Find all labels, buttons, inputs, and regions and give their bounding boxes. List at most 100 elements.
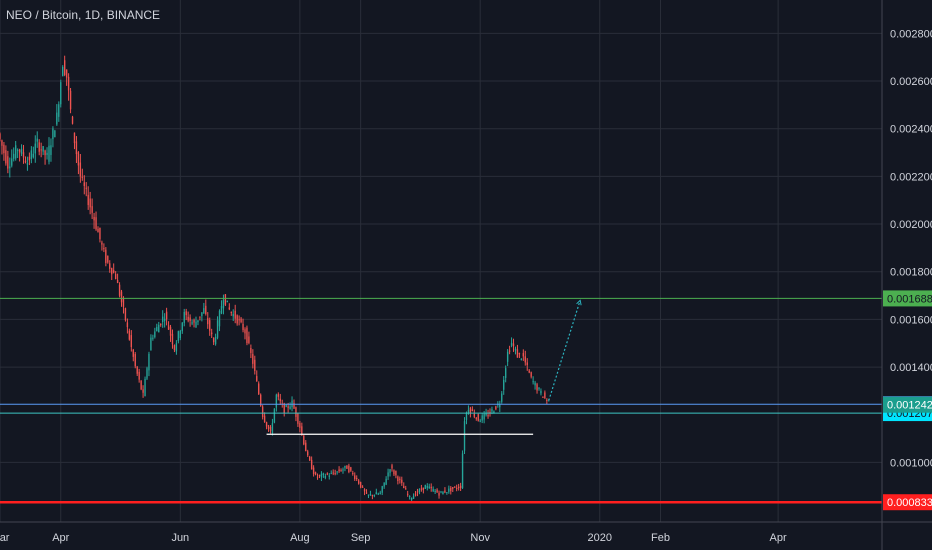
candle-body — [58, 104, 60, 117]
candle-body — [244, 329, 246, 334]
candle-body — [342, 469, 344, 471]
candle-body — [52, 128, 54, 140]
candle-body — [95, 217, 97, 230]
candle-body — [179, 330, 182, 339]
candle-body — [14, 145, 17, 159]
candle-body — [365, 492, 368, 494]
candle-body — [452, 487, 454, 489]
candle-body — [375, 492, 378, 495]
candle-body — [401, 479, 403, 483]
candle-body — [67, 76, 70, 91]
candle-body — [185, 311, 187, 316]
candle-body — [448, 488, 450, 492]
candle-body — [330, 473, 332, 475]
y-tick-label: 0.002800 — [890, 28, 932, 40]
candle-body — [175, 343, 178, 352]
candle-body — [273, 408, 276, 423]
candle-body — [193, 319, 195, 323]
candle-body — [379, 492, 381, 494]
candle-body — [42, 146, 44, 152]
candle-body — [252, 354, 254, 364]
candle-body — [36, 138, 38, 142]
candle-body — [344, 465, 346, 468]
candle-body — [469, 407, 472, 414]
candle-body — [26, 163, 29, 165]
candle-body — [205, 305, 207, 314]
forecast-line[interactable] — [548, 300, 581, 401]
y-tick-label: 0.001000 — [890, 457, 932, 469]
candle-body — [405, 488, 407, 490]
candle-body — [89, 198, 91, 208]
candle-body — [430, 486, 432, 489]
candle-body — [277, 394, 280, 397]
candle-body — [377, 493, 379, 495]
candle-body — [28, 156, 31, 161]
candle-body — [454, 486, 456, 488]
candle-body — [50, 145, 52, 155]
candle-body — [218, 310, 221, 327]
candle-body — [203, 308, 205, 314]
candle-body — [261, 406, 264, 417]
x-tick-label: Jun — [171, 532, 189, 544]
candle-body — [228, 307, 231, 310]
candle-body — [97, 228, 99, 233]
candle-body — [152, 337, 154, 339]
candle-body — [324, 475, 327, 478]
candle-body — [408, 496, 411, 498]
candle-body — [201, 312, 203, 317]
price-axis[interactable]: 0.002800 0.002600 0.002400 0.002200 0.002000… — [890, 28, 932, 469]
candle-body — [483, 413, 485, 420]
grid-layer — [0, 0, 882, 522]
candle-body — [440, 491, 442, 493]
candle-body — [75, 141, 78, 155]
candle-body — [303, 435, 305, 445]
candle-body — [491, 409, 493, 412]
y-tick-label: 0.001800 — [890, 267, 932, 279]
x-tick-label: Aug — [290, 532, 310, 544]
candle-body — [107, 255, 109, 263]
candle-body — [508, 350, 511, 352]
candle-body — [16, 149, 19, 151]
candle-body — [438, 492, 440, 496]
candle-body — [197, 320, 199, 323]
candle-body — [238, 319, 240, 321]
candle-body — [271, 423, 274, 434]
candle-body — [285, 405, 287, 407]
candle-body — [99, 227, 101, 240]
candle-body — [397, 476, 399, 482]
x-tick-label: Apr — [52, 532, 69, 544]
candle-body — [130, 335, 133, 348]
candle-body — [242, 323, 244, 331]
candle-body — [22, 152, 25, 158]
y-tick-label: 0.001400 — [890, 362, 932, 374]
candle-body — [403, 486, 405, 489]
candle-body — [138, 371, 140, 380]
candle-body — [34, 143, 36, 154]
candle-body — [540, 390, 542, 394]
candle-body — [426, 485, 428, 488]
candle-body — [459, 485, 462, 489]
candle-body — [371, 495, 374, 497]
candle-body — [544, 392, 546, 398]
candle-body — [65, 69, 68, 78]
candle-body — [112, 270, 115, 273]
candle-body — [142, 389, 144, 393]
candle-body — [85, 187, 87, 189]
time-axis[interactable]: Mar Apr Jun Aug Sep Nov 2020 Feb Apr — [0, 532, 787, 544]
candle-body — [357, 480, 360, 484]
candle-body — [156, 326, 158, 331]
candle-body — [5, 150, 7, 164]
candle-body — [161, 316, 164, 323]
candle-body — [446, 492, 448, 494]
candle-body — [420, 488, 423, 490]
candle-body — [393, 470, 395, 475]
candle-body — [91, 206, 93, 213]
candle-body — [124, 308, 127, 321]
candle-body — [18, 149, 21, 153]
candle-body — [87, 194, 89, 205]
candle-body — [383, 482, 385, 487]
y-tick-label: 0.002000 — [890, 219, 932, 231]
candle-body — [259, 394, 262, 406]
candle-body — [312, 467, 315, 474]
